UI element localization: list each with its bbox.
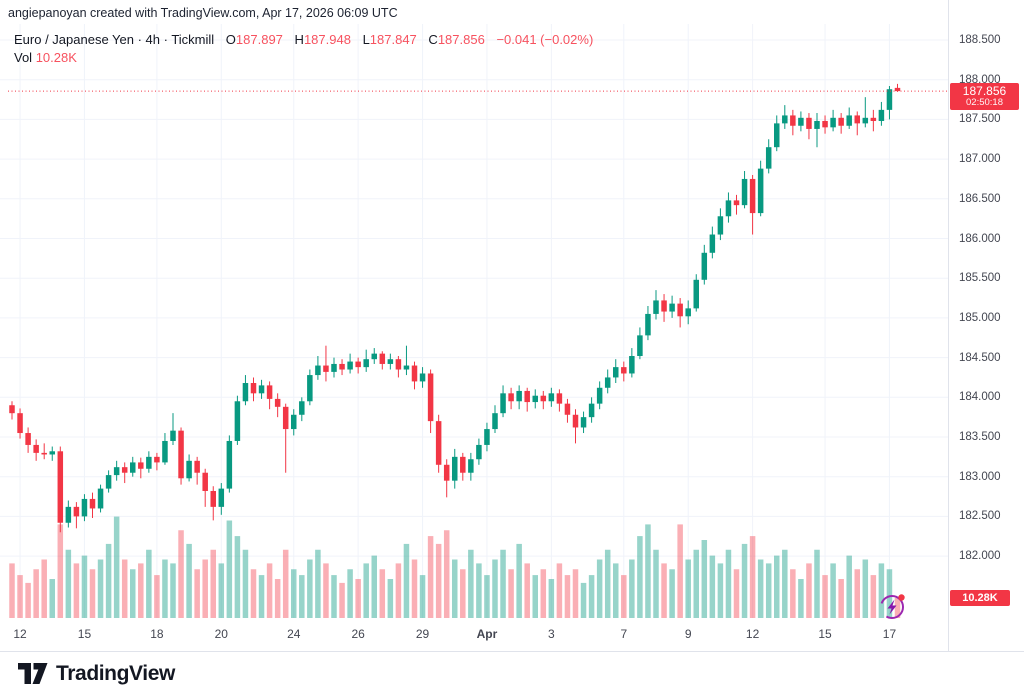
price-axis-label: 184.500 bbox=[959, 351, 1001, 364]
candles-layer bbox=[9, 83, 901, 533]
price-axis-label: 188.000 bbox=[959, 73, 1001, 86]
time-axis-labels: 12 15 18 20 24 26 29 Apr 3 7 9 12 15 17 bbox=[13, 627, 896, 641]
time-axis-label: 12 bbox=[746, 627, 760, 641]
boost-button[interactable] bbox=[877, 591, 909, 623]
volume-badge: 10.28K bbox=[950, 590, 1010, 606]
price-axis-label: 187.000 bbox=[959, 153, 1001, 166]
volume-layer bbox=[9, 516, 901, 618]
price-axis[interactable]: 188.500 188.000 187.500 187.000 186.500 186.0… bbox=[948, 0, 1024, 651]
price-axis-label: 188.500 bbox=[959, 34, 1001, 46]
tradingview-logo-text: TradingView bbox=[56, 662, 175, 685]
lightning-boost-icon bbox=[880, 594, 905, 619]
time-axis-label: 12 bbox=[13, 627, 27, 641]
price-axis-label: 183.500 bbox=[959, 431, 1001, 443]
high-value: 187.948 bbox=[303, 32, 351, 47]
time-axis-label: 17 bbox=[883, 627, 897, 641]
high-label: H bbox=[294, 32, 304, 47]
price-axis-label: 186.000 bbox=[959, 232, 1001, 245]
time-axis-label: 9 bbox=[685, 627, 692, 641]
low-value: 187.847 bbox=[369, 32, 417, 47]
time-axis-label: 26 bbox=[351, 627, 365, 641]
symbol-title[interactable]: Euro / Japanese Yen · 4h · Tickmill bbox=[14, 32, 215, 47]
price-axis-label: 187.500 bbox=[959, 113, 1001, 126]
open-value: 187.897 bbox=[235, 32, 283, 47]
price-axis-label: 186.500 bbox=[959, 192, 1001, 205]
time-axis-label: 29 bbox=[416, 627, 430, 641]
time-axis-label: Apr bbox=[477, 627, 498, 641]
open-label: O bbox=[225, 32, 236, 47]
price-axis-label: 184.000 bbox=[959, 391, 1001, 404]
footer-bar: TradingView bbox=[0, 651, 1024, 699]
time-axis-label: 15 bbox=[78, 627, 92, 641]
time-axis-label: 15 bbox=[818, 627, 832, 641]
last-price-badge: 187.856 02:50:18 bbox=[950, 83, 1019, 110]
time-axis-label: 7 bbox=[620, 627, 627, 641]
tradingview-logo-icon bbox=[18, 663, 48, 684]
change-value: −0.041 (−0.02%) bbox=[496, 32, 594, 47]
price-chart-canvas[interactable]: 12 15 18 20 24 26 29 Apr 3 7 9 12 15 17 bbox=[0, 0, 948, 651]
bar-countdown: 02:50:18 bbox=[966, 97, 1003, 108]
time-axis-label: 3 bbox=[548, 627, 555, 641]
time-axis-label: 20 bbox=[215, 627, 229, 641]
volume-value: 10.28K bbox=[35, 50, 77, 65]
price-axis-label: 182.500 bbox=[959, 510, 1001, 523]
time-axis-label: 24 bbox=[287, 627, 301, 641]
price-axis-label: 185.500 bbox=[959, 272, 1001, 285]
low-label: L bbox=[362, 32, 370, 47]
grid-layer bbox=[0, 24, 948, 618]
price-axis-label: 182.000 bbox=[959, 550, 1001, 563]
close-label: C bbox=[428, 32, 438, 47]
chart-legend: Euro / Japanese Yen · 4h · Tickmill O187… bbox=[14, 32, 593, 66]
last-price-value: 187.856 bbox=[962, 84, 1007, 98]
watermark-attribution: angiepanoyan created with TradingView.co… bbox=[8, 6, 398, 20]
price-axis-label: 183.000 bbox=[959, 470, 1001, 483]
close-value: 187.856 bbox=[437, 32, 485, 47]
tradingview-logo[interactable]: TradingView bbox=[18, 662, 175, 686]
time-axis-label: 18 bbox=[150, 627, 164, 641]
price-axis-label: 185.000 bbox=[959, 311, 1001, 324]
volume-label: Vol bbox=[14, 50, 33, 65]
